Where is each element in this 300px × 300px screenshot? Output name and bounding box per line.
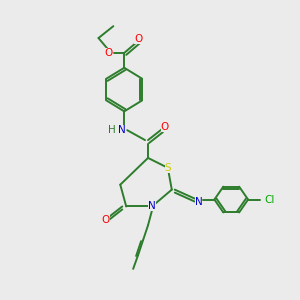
Text: Cl: Cl	[264, 194, 274, 205]
Text: O: O	[134, 34, 142, 44]
Text: H: H	[108, 125, 115, 135]
Text: N: N	[195, 196, 203, 206]
Text: S: S	[164, 163, 171, 173]
Text: N: N	[118, 125, 126, 135]
Text: O: O	[161, 122, 169, 132]
Text: O: O	[104, 48, 112, 58]
Text: O: O	[101, 215, 110, 225]
Text: N: N	[148, 202, 156, 212]
